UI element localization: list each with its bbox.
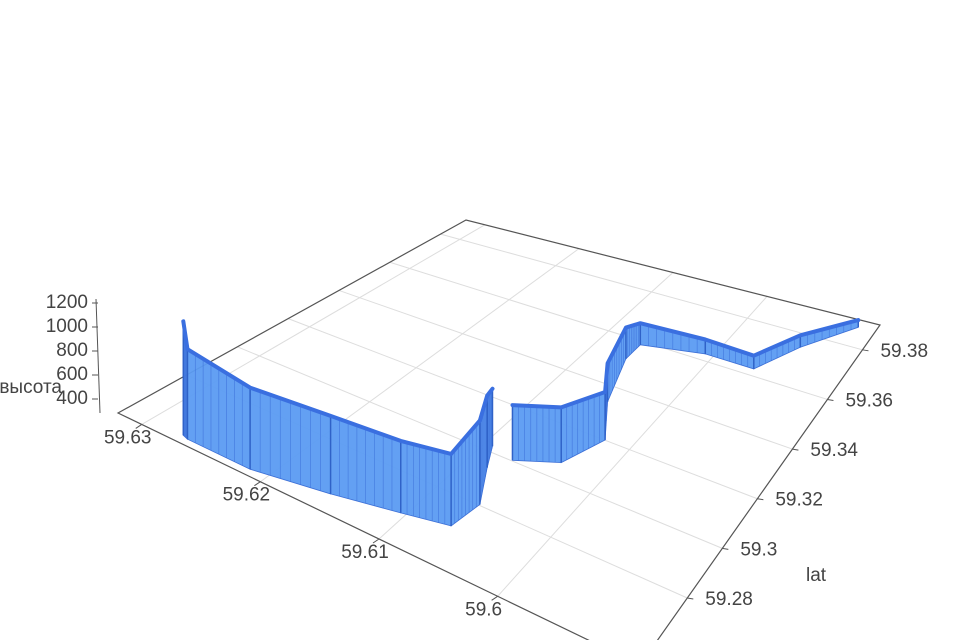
y-tick-label: 59.28: [705, 589, 753, 610]
grid-line: [338, 289, 793, 450]
floor-outline: [116, 219, 881, 640]
y-tick: [722, 547, 729, 550]
y-tick: [862, 349, 869, 352]
ribbon-top: [181, 319, 495, 456]
grid-line: [440, 233, 863, 351]
x-tick: [372, 538, 380, 544]
x-tick: [491, 595, 498, 601]
z-axis: [95, 298, 101, 414]
x-tick-label: 59.61: [341, 542, 389, 563]
z-tick-label: 600: [56, 364, 88, 385]
z-tick-label: 1200: [46, 292, 88, 313]
x-tick: [135, 424, 143, 429]
x-tick: [254, 481, 261, 487]
x-tick-label: 59.62: [223, 485, 271, 506]
z-axis-title: высота: [0, 377, 62, 398]
y-tick: [757, 498, 764, 501]
y-tick: [792, 448, 799, 451]
x-tick-label: 59.63: [104, 427, 152, 448]
y-tick-label: 59.32: [775, 490, 823, 511]
y-tick-label: 59.36: [845, 390, 893, 411]
ribbon-top: [510, 318, 861, 410]
y-tick: [827, 398, 834, 401]
y-tick-label: 59.3: [740, 539, 777, 560]
x-tick-label: 59.6: [465, 599, 502, 620]
y-tick-label: 59.34: [810, 440, 858, 461]
z-tick-label: 400: [56, 388, 88, 409]
z-tick-label: 1000: [46, 316, 88, 337]
z-tick-label: 800: [56, 340, 88, 361]
y-axis-title: lat: [806, 565, 827, 586]
y-tick-label: 59.38: [880, 341, 928, 362]
grid-line: [389, 261, 828, 400]
y-tick: [687, 597, 694, 600]
